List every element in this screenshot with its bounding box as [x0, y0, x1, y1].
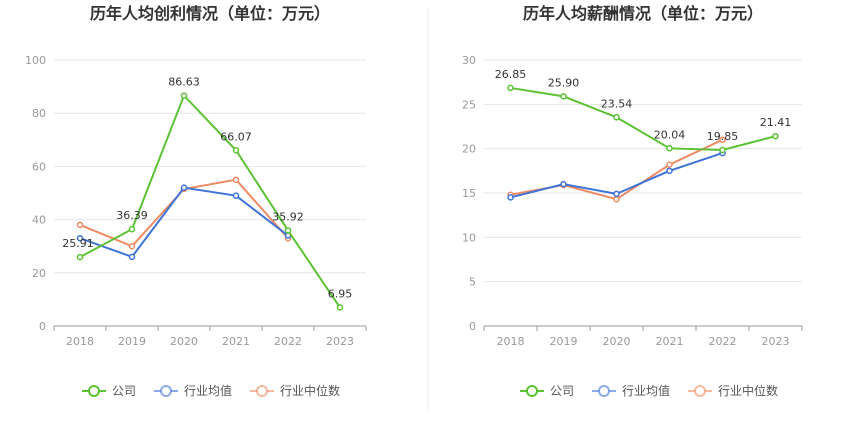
- data-point[interactable]: [507, 84, 514, 92]
- data-label: 35.92: [272, 210, 304, 223]
- y-tick-label: 60: [32, 160, 46, 173]
- y-tick-label: 80: [32, 107, 46, 120]
- legend: 公司 行业均值 行业中位数: [520, 383, 778, 398]
- x-tick-label: 2019: [118, 335, 146, 348]
- legend-item-3[interactable]: 行业中位数: [688, 383, 778, 398]
- y-tick-label: 30: [462, 54, 476, 67]
- legend-marker: [256, 385, 268, 397]
- data-label: 26.85: [495, 68, 527, 81]
- data-point[interactable]: [76, 234, 84, 242]
- data-label: 6.95: [328, 288, 353, 301]
- data-point[interactable]: [719, 136, 726, 144]
- data-point[interactable]: [719, 146, 726, 154]
- x-tick-label: 2021: [656, 335, 684, 348]
- legend-label: 行业中位数: [280, 383, 340, 398]
- series-1: [507, 84, 779, 154]
- series-line: [79, 186, 289, 259]
- legend-label: 行业均值: [622, 383, 670, 398]
- legend-marker: [598, 385, 610, 397]
- x-tick-label: 2018: [66, 335, 94, 348]
- y-tick-label: 20: [32, 267, 46, 280]
- data-label: 25.90: [548, 76, 580, 89]
- chart-2: 历年人均薪酬情况（单位：万元） 0 5 10 15 20 25 30 2018 2019 2020 2…: [462, 4, 803, 398]
- data-point[interactable]: [666, 145, 673, 152]
- data-point[interactable]: [772, 132, 779, 140]
- data-point[interactable]: [613, 190, 620, 198]
- data-point[interactable]: [613, 114, 620, 121]
- y-tick-label: 20: [462, 143, 476, 156]
- data-point[interactable]: [76, 221, 84, 229]
- data-label: 19.85: [707, 130, 739, 143]
- data-point[interactable]: [180, 92, 188, 99]
- y-tick-label: 25: [462, 98, 476, 111]
- y-tick-label: 0: [39, 320, 46, 333]
- data-point[interactable]: [128, 242, 136, 250]
- data-label: 36.39: [116, 209, 148, 222]
- data-point[interactable]: [666, 167, 673, 175]
- legend-marker: [88, 385, 100, 397]
- x-tick-label: 2021: [222, 335, 250, 348]
- data-point[interactable]: [613, 195, 620, 203]
- data-point[interactable]: [284, 227, 292, 234]
- legend-item-2[interactable]: 行业均值: [154, 383, 232, 398]
- y-tick-label: 40: [32, 214, 46, 227]
- legend-item-1[interactable]: 公司: [520, 384, 574, 398]
- legend-label: 行业均值: [184, 383, 232, 398]
- data-label: 86.63: [168, 76, 200, 89]
- x-tick-label: 2020: [603, 335, 631, 348]
- data-point[interactable]: [560, 180, 567, 188]
- legend-label: 公司: [550, 384, 574, 398]
- chart-title: 历年人均薪酬情况（单位：万元）: [523, 4, 763, 23]
- data-label: 23.54: [601, 97, 633, 110]
- data-label: 21.41: [760, 116, 792, 129]
- legend-item-2[interactable]: 行业均值: [592, 383, 670, 398]
- series-1: [76, 92, 344, 311]
- x-tick-label: 2018: [497, 335, 525, 348]
- y-tick-label: 100: [25, 54, 46, 67]
- data-label: 66.07: [220, 130, 252, 143]
- legend-item-3[interactable]: 行业中位数: [250, 383, 340, 398]
- data-point[interactable]: [232, 176, 240, 183]
- y-tick-label: 5: [469, 276, 476, 289]
- y-tick-label: 0: [469, 320, 476, 333]
- legend-item-1[interactable]: 公司: [82, 384, 136, 398]
- y-tick-label: 10: [462, 231, 476, 244]
- x-tick-label: 2020: [170, 335, 198, 348]
- data-point[interactable]: [232, 192, 240, 199]
- series-line: [79, 93, 341, 309]
- data-point[interactable]: [336, 304, 344, 311]
- chart-title: 历年人均创利情况（单位：万元）: [90, 4, 330, 23]
- x-tick-label: 2022: [709, 335, 737, 348]
- data-point[interactable]: [232, 147, 240, 154]
- data-point[interactable]: [128, 225, 136, 233]
- chart-1: 历年人均创利情况（单位：万元） 0 20 40 60 80 100 2018 2019 2020 2…: [25, 4, 367, 398]
- x-tick-label: 2022: [274, 335, 302, 348]
- data-point[interactable]: [76, 253, 84, 261]
- data-label: 20.04: [654, 128, 686, 141]
- legend-marker: [694, 385, 706, 397]
- x-tick-label: 2019: [550, 335, 578, 348]
- legend-marker: [160, 385, 172, 397]
- data-point[interactable]: [507, 194, 514, 201]
- series-line: [510, 86, 776, 152]
- legend: 公司 行业均值 行业中位数: [82, 383, 340, 398]
- data-point[interactable]: [666, 161, 673, 168]
- data-point[interactable]: [560, 93, 567, 100]
- x-tick-label: 2023: [326, 335, 354, 348]
- legend-marker: [526, 385, 538, 397]
- data-label: 25.91: [62, 237, 94, 250]
- legend-label: 行业中位数: [718, 383, 778, 398]
- series-2: [507, 149, 726, 201]
- legend-label: 公司: [112, 384, 136, 398]
- data-point[interactable]: [180, 184, 188, 191]
- x-tick-label: 2023: [762, 335, 790, 348]
- y-tick-label: 15: [462, 187, 476, 200]
- series-2: [76, 184, 292, 261]
- data-point[interactable]: [128, 253, 136, 261]
